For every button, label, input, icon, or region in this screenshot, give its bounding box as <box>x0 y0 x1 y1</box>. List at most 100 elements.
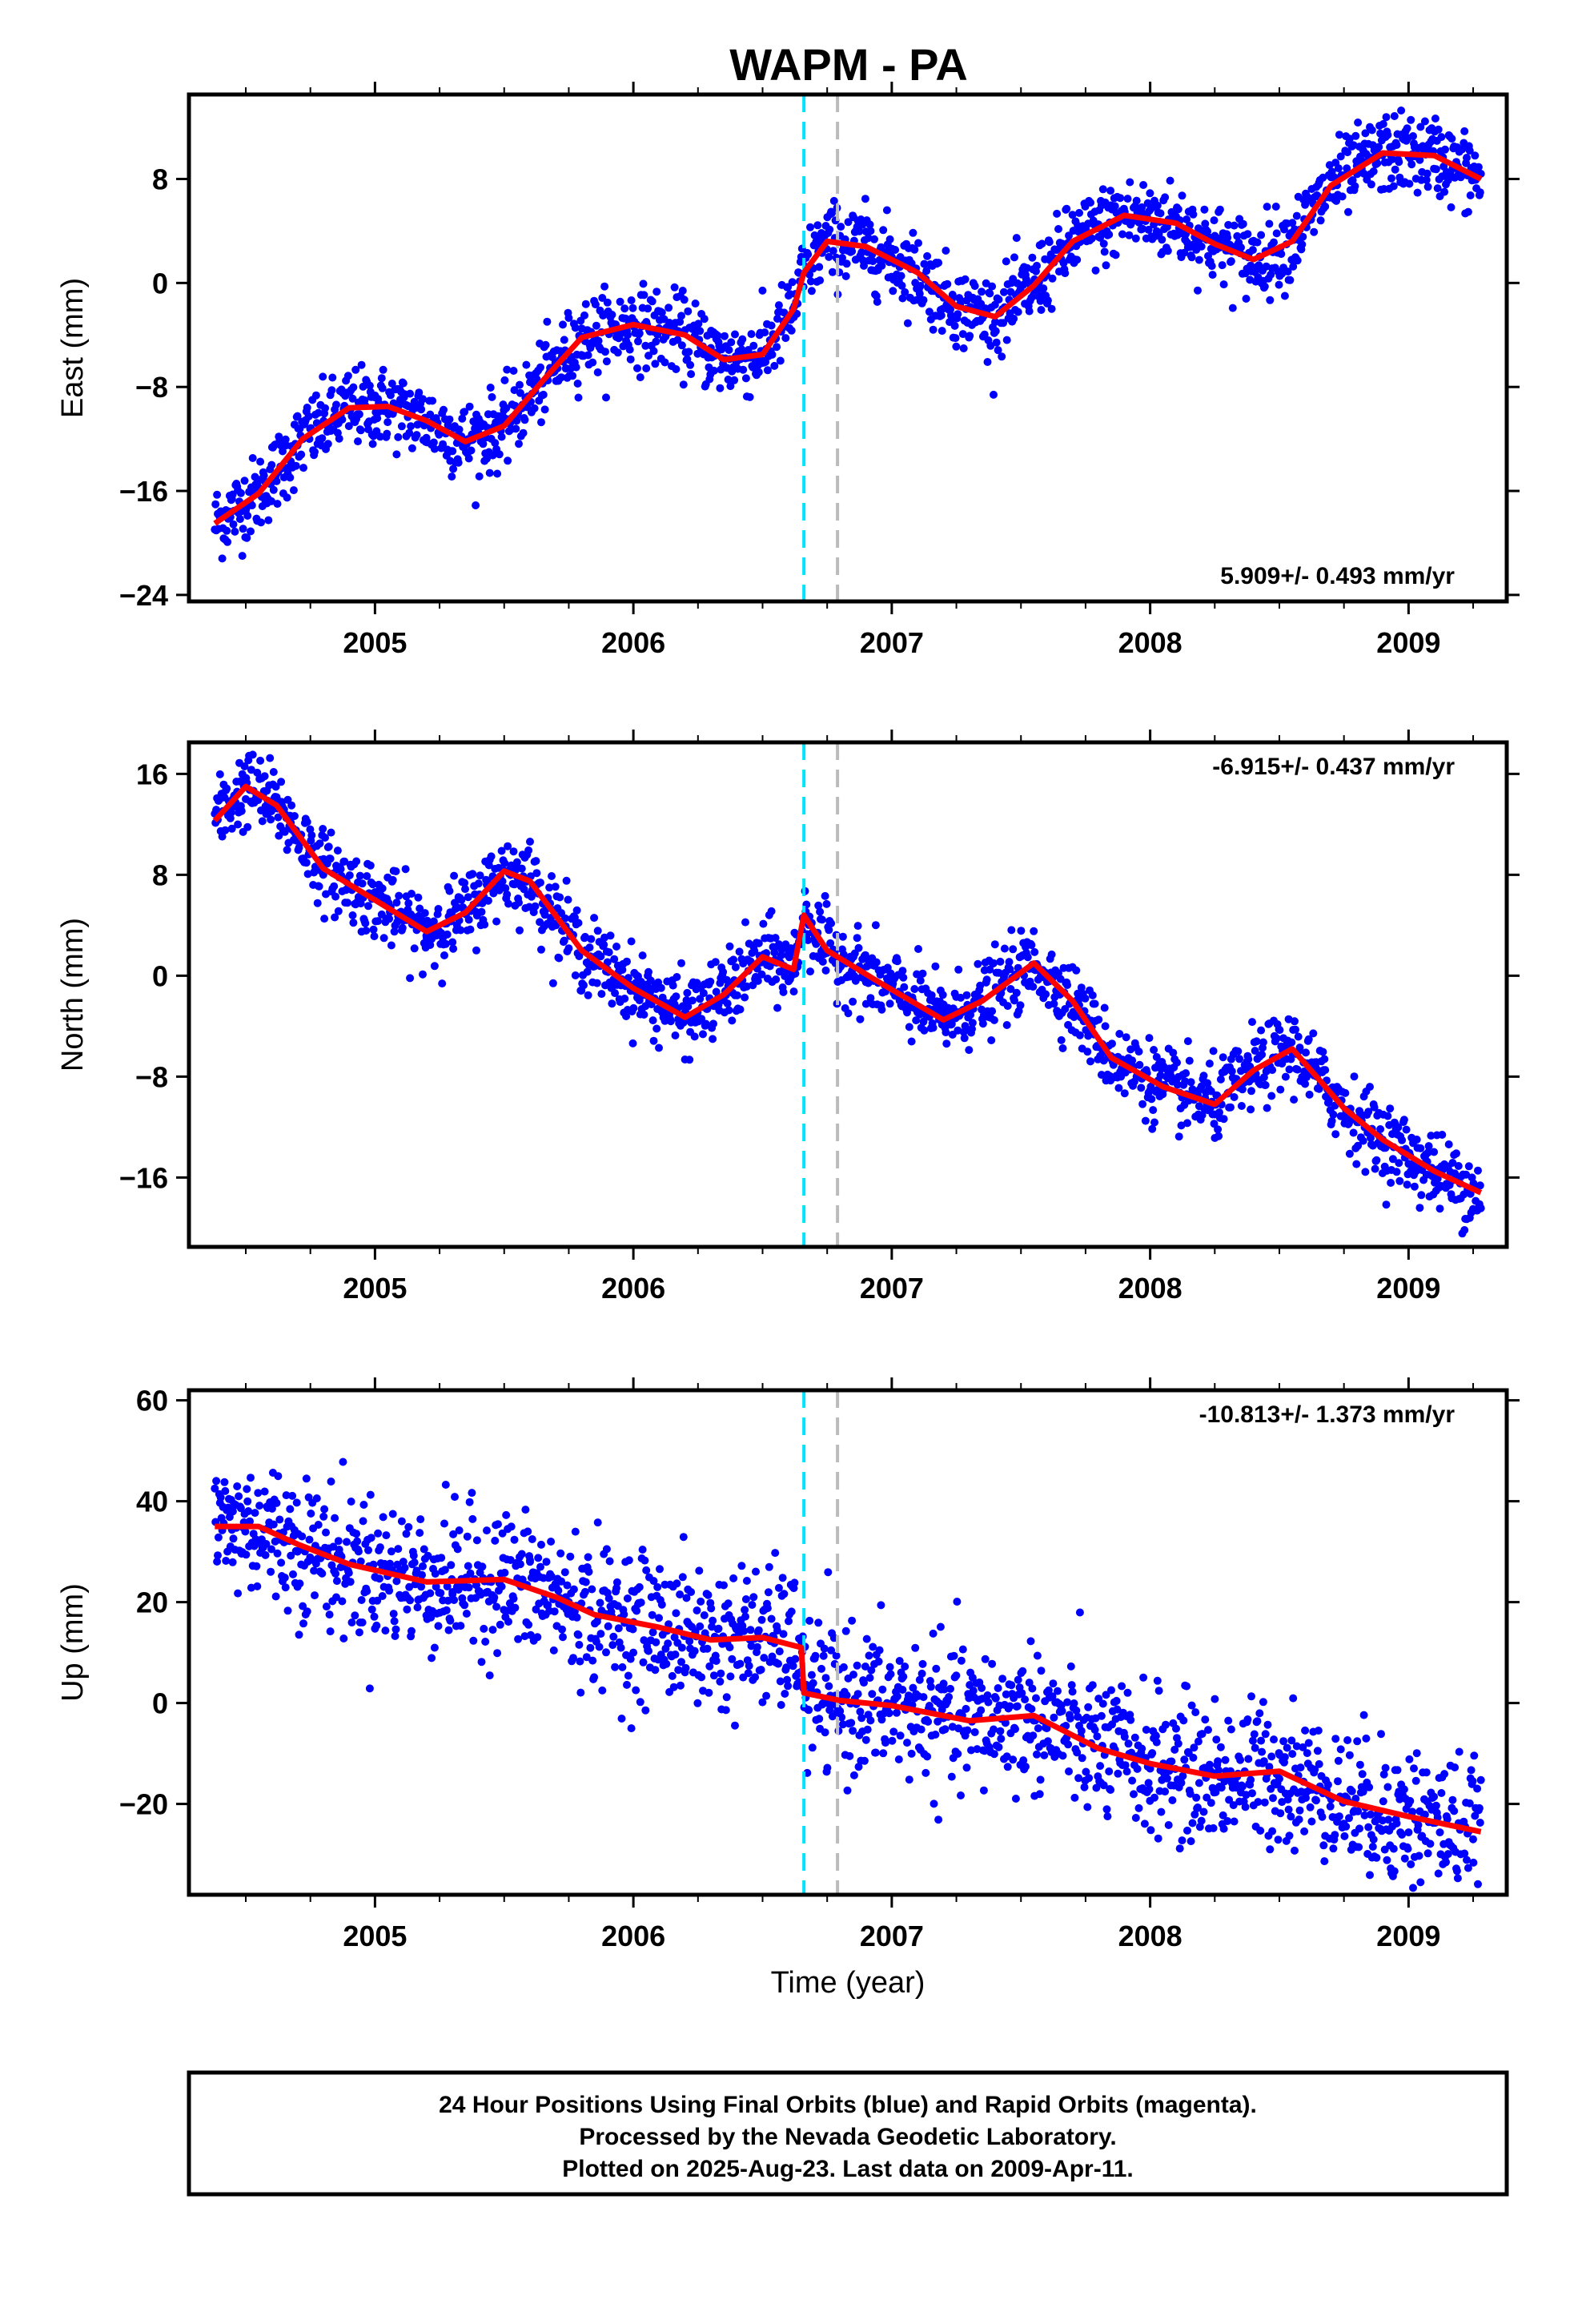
data-point <box>1407 115 1415 124</box>
y-axis-label: East (mm) <box>56 278 90 418</box>
data-point <box>838 932 847 941</box>
data-point <box>896 1731 905 1740</box>
data-point <box>1452 1149 1460 1158</box>
data-point <box>1257 1736 1266 1745</box>
data-point <box>606 931 615 940</box>
data-point <box>709 1616 717 1625</box>
data-point <box>420 909 429 918</box>
data-point <box>996 957 1005 966</box>
data-point <box>450 871 459 880</box>
data-point <box>1227 1103 1235 1112</box>
data-point <box>349 919 358 927</box>
data-point <box>697 1597 705 1606</box>
data-point <box>931 1731 940 1739</box>
data-point <box>1283 267 1292 276</box>
data-point <box>1002 1021 1011 1029</box>
data-point <box>434 905 443 913</box>
data-point <box>741 993 749 1002</box>
data-point <box>426 941 435 949</box>
data-point <box>1025 1679 1034 1687</box>
data-point <box>626 1655 635 1663</box>
data-point <box>782 1663 791 1672</box>
data-point <box>723 999 732 1008</box>
data-point <box>602 357 611 366</box>
data-point <box>1175 1844 1184 1853</box>
data-point <box>785 1617 793 1626</box>
data-point <box>356 1557 365 1566</box>
data-point <box>991 1694 1000 1703</box>
data-point <box>1084 1703 1093 1711</box>
data-point <box>1275 1026 1284 1035</box>
data-point <box>247 766 255 774</box>
data-point <box>888 1736 897 1745</box>
data-point <box>837 1713 846 1722</box>
data-point <box>562 876 571 885</box>
data-point <box>1026 1637 1035 1646</box>
data-point <box>836 1707 845 1715</box>
data-point <box>877 1005 886 1014</box>
data-point <box>929 1023 938 1032</box>
data-point <box>639 279 648 288</box>
data-point <box>945 1693 954 1701</box>
data-point <box>616 1643 625 1652</box>
data-point <box>1324 1096 1333 1105</box>
data-point <box>847 1719 856 1727</box>
data-point <box>526 838 534 846</box>
data-point <box>855 227 864 235</box>
data-point <box>1391 165 1399 174</box>
data-point <box>234 820 243 829</box>
data-point <box>402 1530 411 1538</box>
data-point <box>1267 1092 1276 1100</box>
y-tick-label: −16 <box>119 475 168 508</box>
data-point <box>237 806 246 815</box>
data-point <box>362 927 371 935</box>
data-point <box>576 1657 584 1666</box>
data-point <box>612 1578 621 1586</box>
data-point <box>638 951 647 960</box>
data-point <box>493 1649 502 1658</box>
data-point <box>516 926 524 935</box>
data-point <box>1028 253 1037 262</box>
data-point <box>1072 1706 1081 1715</box>
data-point <box>569 1654 577 1663</box>
data-point <box>776 1677 785 1686</box>
data-point <box>504 899 512 908</box>
data-point <box>347 1498 355 1506</box>
data-point <box>560 1568 569 1577</box>
data-point <box>1163 247 1172 255</box>
data-point <box>849 1671 857 1679</box>
data-point <box>1260 282 1269 291</box>
data-point <box>677 1681 685 1690</box>
data-point <box>699 989 708 998</box>
y-tick-label: −24 <box>119 579 168 612</box>
data-point <box>977 1706 986 1715</box>
data-point <box>391 867 400 875</box>
data-point <box>699 1030 707 1039</box>
data-point <box>893 1692 901 1701</box>
data-point <box>1305 1090 1314 1099</box>
data-point <box>318 434 327 443</box>
sample-point <box>242 506 250 515</box>
data-point <box>644 352 652 360</box>
data-point <box>676 317 685 326</box>
data-point <box>534 1554 543 1562</box>
data-point <box>395 891 404 900</box>
data-point <box>1186 1837 1195 1846</box>
data-point <box>693 1699 702 1707</box>
data-point <box>558 1625 566 1634</box>
data-point <box>1030 947 1039 956</box>
data-point <box>516 380 524 389</box>
data-point <box>1102 261 1110 270</box>
data-point <box>521 1506 530 1514</box>
data-point <box>240 476 249 485</box>
data-point <box>1354 119 1363 127</box>
data-point <box>1438 1131 1447 1139</box>
data-point <box>1141 1116 1150 1125</box>
data-point <box>483 1526 491 1535</box>
data-point <box>246 1517 254 1526</box>
data-point <box>771 1549 780 1558</box>
data-point <box>401 865 410 874</box>
data-point <box>1023 953 1032 962</box>
data-point <box>1098 185 1107 194</box>
